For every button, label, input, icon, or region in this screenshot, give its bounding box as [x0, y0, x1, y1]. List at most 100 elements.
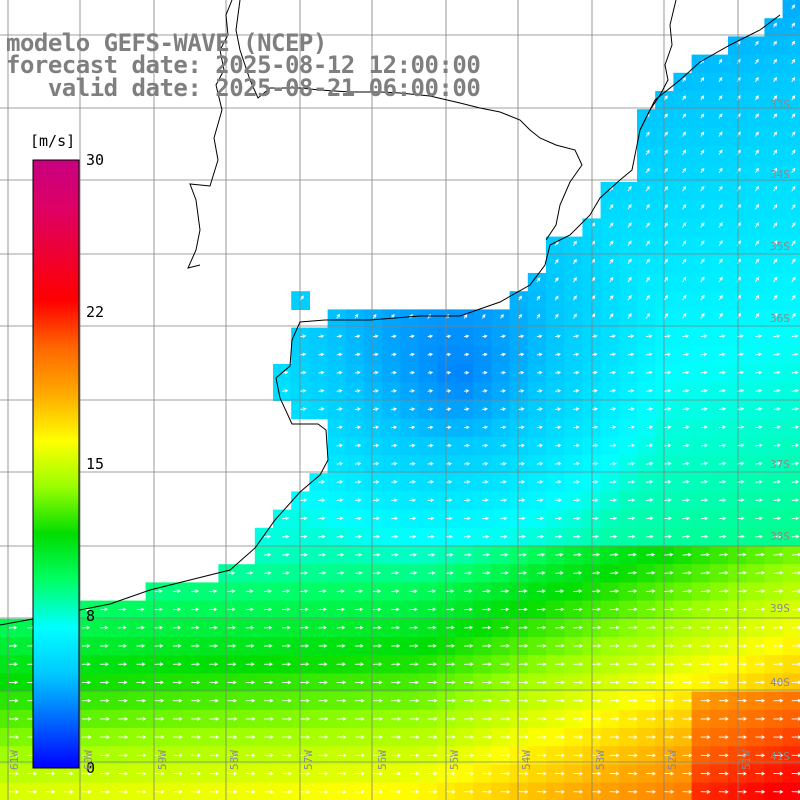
wind-arrow	[664, 370, 672, 375]
wind-arrow	[245, 735, 256, 739]
wind-arrow	[773, 443, 781, 448]
lon-label: 54W	[520, 750, 533, 770]
wind-arrow	[227, 625, 237, 630]
wind-cell	[782, 782, 800, 800]
wind-cell	[673, 91, 693, 110]
wind-arrow	[300, 389, 307, 393]
wind-cell	[782, 491, 800, 511]
wind-arrow	[373, 753, 384, 758]
colorbar-gradient	[32, 159, 80, 769]
wind-arrow	[445, 698, 456, 703]
wind-cell	[291, 291, 310, 310]
wind-arrow	[791, 40, 796, 46]
wind-cell	[746, 254, 765, 274]
wind-arrow	[336, 552, 345, 557]
wind-cell	[691, 163, 711, 183]
wind-arrow	[500, 370, 507, 375]
wind-cell	[655, 109, 674, 128]
wind-arrow	[718, 698, 729, 703]
wind-arrow	[518, 313, 523, 319]
wind-arrow	[536, 425, 544, 430]
title-valid-date: valid date: 2025-08-21 06:00:00	[6, 74, 481, 102]
wind-arrow	[409, 389, 416, 393]
wind-cell	[564, 309, 583, 329]
wind-arrow	[591, 662, 602, 666]
wind-arrow	[682, 516, 691, 521]
lon-label: 57W	[302, 750, 315, 770]
wind-arrow	[336, 571, 345, 575]
wind-arrow	[627, 185, 632, 192]
wind-cell	[782, 0, 800, 19]
wind-arrow	[609, 425, 617, 430]
wind-arrow	[354, 389, 361, 393]
wind-cell	[782, 473, 800, 492]
wind-arrow	[627, 204, 632, 210]
wind-arrow	[555, 552, 564, 557]
wind-arrow	[700, 370, 708, 375]
wind-cell	[655, 182, 674, 201]
wind-cell	[709, 273, 729, 292]
wind-arrow	[318, 589, 327, 594]
wind-arrow	[682, 735, 693, 739]
wind-arrow	[100, 662, 110, 666]
wind-arrow	[282, 589, 291, 594]
wind-arrow	[555, 461, 562, 466]
wind-arrow	[282, 790, 293, 794]
wind-arrow	[737, 625, 748, 630]
wind-arrow	[318, 498, 326, 502]
wind-arrow	[555, 370, 562, 375]
wind-arrow	[373, 443, 380, 448]
wind-arrow	[791, 203, 796, 210]
wind-arrow	[755, 753, 766, 758]
wind-cell	[564, 273, 583, 292]
wind-arrow	[482, 625, 492, 630]
wind-arrow	[627, 552, 637, 557]
wind-arrow	[609, 698, 620, 703]
wind-arrow	[482, 790, 493, 794]
wind-arrow	[464, 498, 471, 502]
wind-cell	[691, 127, 711, 147]
wind-arrow	[464, 644, 474, 648]
wind-arrow	[518, 735, 529, 739]
wind-arrow	[354, 717, 365, 721]
wind-arrow	[354, 443, 362, 448]
wind-arrow	[645, 222, 650, 228]
wind-arrow	[700, 443, 709, 448]
wind-arrow	[9, 680, 19, 685]
wind-arrow	[300, 698, 311, 703]
lon-label: 58W	[228, 750, 241, 770]
wind-arrow	[536, 571, 546, 575]
wind-arrow	[536, 552, 546, 557]
wind-arrow	[481, 313, 486, 319]
wind-arrow	[191, 753, 202, 758]
wind-arrow	[791, 771, 800, 776]
wind-arrow	[682, 443, 690, 448]
wind-arrow	[627, 222, 632, 228]
wind-arrow	[554, 277, 559, 283]
wind-arrow	[263, 698, 274, 703]
wind-arrow	[336, 425, 343, 430]
wind-arrow	[555, 625, 565, 630]
wind-arrow	[773, 203, 778, 210]
wind-arrow	[555, 443, 562, 448]
wind-arrow	[773, 370, 781, 375]
wind-arrow	[482, 571, 491, 575]
wind-arrow	[573, 389, 580, 393]
wind-arrow	[227, 753, 238, 758]
wind-arrow	[700, 790, 711, 794]
wind-arrow	[609, 790, 620, 794]
wind-arrow	[700, 461, 709, 466]
wind-arrow	[718, 58, 723, 64]
wind-arrow	[518, 607, 528, 612]
wind-arrow	[718, 204, 723, 210]
wind-arrow	[464, 443, 471, 448]
wind-arrow	[646, 370, 653, 375]
wind-arrow	[700, 131, 705, 137]
wind-arrow	[518, 443, 525, 448]
wind-cell	[782, 163, 800, 183]
wind-arrow	[773, 40, 777, 46]
wind-arrow	[263, 680, 274, 685]
wind-arrow	[482, 461, 489, 466]
wind-arrow	[172, 717, 183, 721]
wind-arrow	[536, 589, 546, 593]
